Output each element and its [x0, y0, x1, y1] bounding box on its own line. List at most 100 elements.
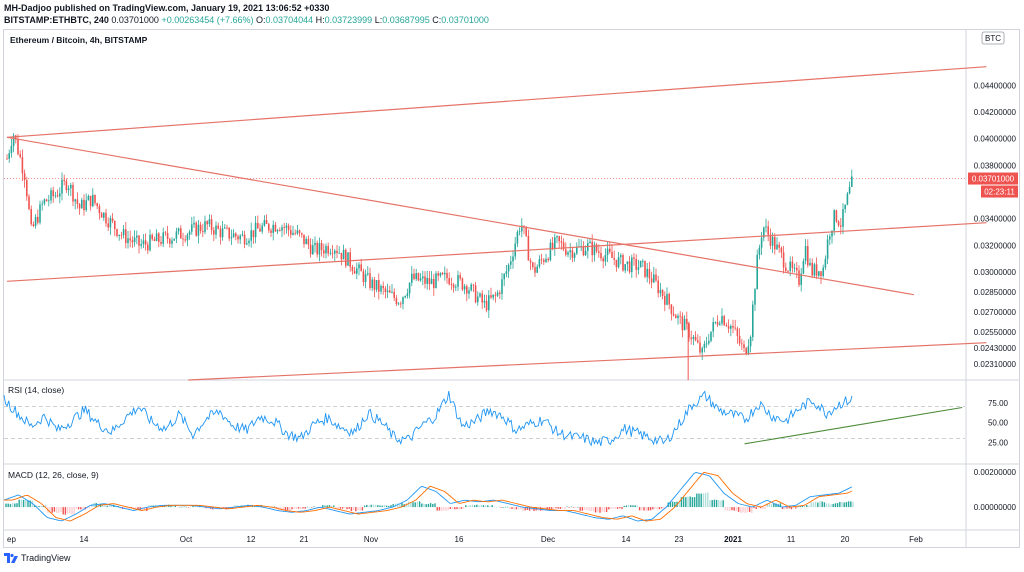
macd-histogram-bar [718, 500, 720, 508]
candle-body [708, 340, 710, 344]
macd-histogram-bar [742, 507, 744, 513]
candle-body [23, 173, 26, 181]
macd-histogram-bar [421, 503, 423, 508]
candle-body [833, 210, 835, 231]
candle-body [754, 289, 756, 305]
candle-body [290, 230, 292, 235]
candle-body [430, 278, 433, 285]
macd-histogram-bar [170, 505, 172, 508]
candle-body [666, 293, 668, 305]
macd-histogram-bar [814, 501, 817, 508]
macd-histogram-bar [489, 505, 491, 508]
candle-body [76, 199, 79, 204]
candle-body [415, 273, 417, 280]
candle-body [697, 340, 699, 343]
macd-histogram-bar [836, 503, 839, 508]
macd-histogram-bar [480, 504, 482, 508]
candle-body [485, 300, 488, 311]
candle-body [138, 235, 140, 246]
candle-body [356, 268, 358, 274]
candle-body [631, 257, 633, 273]
macd-histogram-bar [337, 507, 339, 510]
candle-body [327, 246, 329, 254]
macd-histogram-bar [502, 507, 504, 508]
macd-histogram-bar [86, 507, 89, 509]
candle-body [437, 273, 439, 276]
macd-histogram-bar [40, 505, 42, 508]
candle-body [133, 237, 136, 243]
candle-body [584, 250, 587, 256]
candle-body [10, 146, 13, 154]
candle-body [659, 289, 662, 294]
candle-body [188, 231, 191, 235]
macd-histogram-bar [293, 507, 295, 509]
macd-tick-label: 0.00000000 [974, 503, 1017, 512]
macd-histogram-bar [11, 503, 14, 508]
candle-body [776, 244, 778, 250]
trend-line [6, 66, 987, 138]
currency-badge[interactable]: BTC [985, 34, 1001, 43]
macd-histogram-bar [852, 501, 854, 508]
candle-body [109, 218, 112, 228]
price-tick-label: 0.02850000 [974, 288, 1017, 297]
candle-body [842, 209, 844, 227]
macd-histogram-bar [236, 505, 238, 508]
candle-body [835, 210, 838, 222]
candle-body [81, 199, 83, 209]
axes: 0.04400000 0.04200000 0.04000000 0.03800000… [7, 81, 1018, 544]
macd-histogram-bar [77, 507, 80, 510]
price-tick-label: 0.04200000 [974, 108, 1017, 117]
candle-body [844, 204, 846, 210]
macd-histogram-bar [18, 499, 20, 508]
macd-histogram-bar [379, 505, 381, 508]
macd-histogram-bar [652, 507, 654, 510]
macd-histogram-bar [564, 507, 566, 510]
candle-body [644, 260, 646, 277]
macd-histogram-bar [790, 507, 793, 510]
macd-histogram-bar [623, 505, 625, 508]
macd-histogram-bar [148, 505, 150, 508]
candle-body [30, 209, 32, 225]
candle-body [512, 256, 514, 262]
candle-body [758, 247, 761, 255]
candle-body [749, 337, 752, 347]
macd-histogram-bar [333, 505, 335, 508]
macd-histogram-bar [773, 503, 775, 508]
time-tick-label: 14 [80, 535, 89, 544]
candle-body [158, 233, 160, 242]
candle-body [815, 264, 818, 276]
footer-brand[interactable]: TradingView [4, 553, 71, 563]
macd-histogram-bar [467, 505, 469, 508]
candle-body [298, 230, 301, 234]
macd-histogram-bar [451, 507, 454, 510]
macd-histogram-bar [603, 507, 606, 513]
macd-histogram-bar [370, 504, 372, 508]
macd-histogram-bar [62, 507, 64, 515]
currency-badge-box[interactable] [981, 31, 1005, 45]
macd-histogram-bar [812, 502, 815, 508]
macd-histogram-bar [808, 505, 810, 508]
macd-histogram-bar [724, 507, 727, 511]
macd-histogram-bar [614, 507, 617, 509]
candle-body [54, 195, 57, 197]
candle-body [745, 347, 747, 355]
candle-body [252, 230, 255, 238]
candle-body [411, 273, 413, 283]
candle-body [435, 273, 437, 289]
macd-histogram-bar [25, 499, 27, 508]
macd-histogram-bar [432, 503, 434, 508]
macd-histogram-bar [698, 493, 700, 508]
candle-body [175, 231, 178, 239]
candle-body [402, 297, 404, 304]
candle-body [510, 261, 512, 265]
macd-tick-label: 0.00200000 [974, 468, 1017, 477]
candle-body [705, 343, 708, 345]
macd-histogram-bar [768, 503, 771, 508]
candle-body [155, 233, 158, 241]
candle-body [336, 250, 338, 254]
macd-histogram-bar [423, 503, 425, 508]
high-label: H: [315, 15, 325, 25]
macd-histogram-bar [561, 507, 564, 509]
candle-body [743, 344, 745, 348]
